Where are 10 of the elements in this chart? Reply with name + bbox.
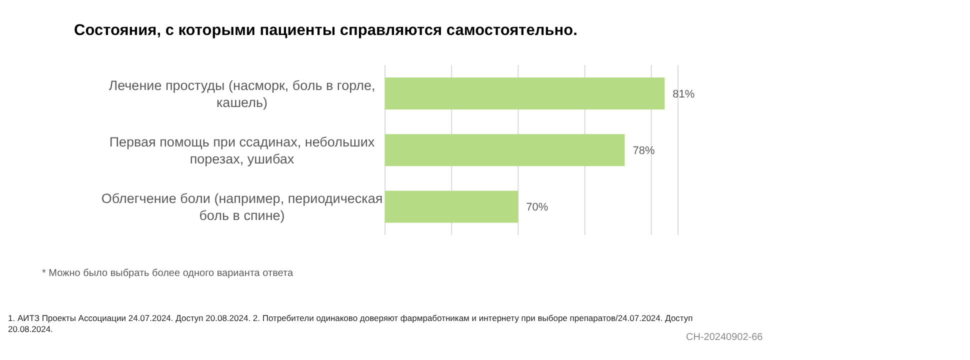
data-label: 70%	[526, 202, 548, 214]
text: 1. АИТЗ Проекты Ассоциации 24.07.2024. Доступ 20.08.2024. 2. Потребители одинаково доверяют фармработникам и интернету при выборе препаратов/24.07.2024. Доступ 20.08.2024.	[8, 313, 693, 334]
data-label: 78%	[632, 145, 655, 158]
chart-title: Состояния, с которыми пациенты справляются самостоятельно.	[74, 22, 578, 40]
y-tick-label: Первая помощь при ссадинах, небольших порезах, ушибах	[109, 134, 375, 166]
text: CH-20240902-66	[686, 332, 763, 343]
y-tick-label: Облегчение боли (например, периодическая боль в спине)	[101, 190, 383, 223]
data-label: 81%	[672, 88, 695, 100]
text: * Можно было выбрать более одного варианта ответа	[42, 268, 294, 279]
y-tick-label: Лечение простуды (насморк, боль в горле, кашель)	[108, 77, 376, 110]
